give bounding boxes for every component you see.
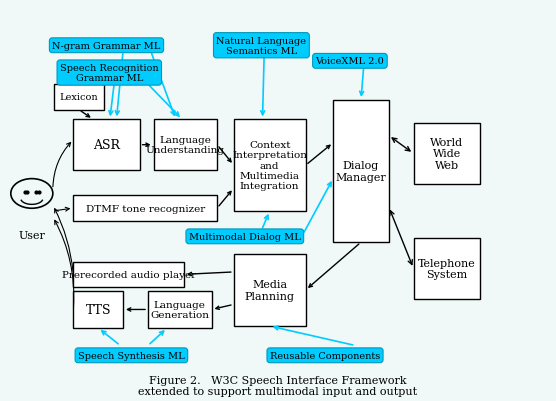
Text: Multimodal Dialog ML: Multimodal Dialog ML <box>189 232 301 241</box>
Text: N-gram Grammar ML: N-gram Grammar ML <box>52 42 161 51</box>
Text: DTMF tone recognizer: DTMF tone recognizer <box>86 204 205 213</box>
FancyBboxPatch shape <box>414 239 480 299</box>
Text: Lexicon: Lexicon <box>59 93 98 102</box>
FancyBboxPatch shape <box>234 254 306 326</box>
Text: VoiceXML 2.0: VoiceXML 2.0 <box>316 57 384 66</box>
Text: Dialog
Manager: Dialog Manager <box>336 161 386 182</box>
Text: Language
Generation: Language Generation <box>150 300 209 319</box>
Text: User: User <box>18 231 45 241</box>
Text: ASR: ASR <box>93 139 120 152</box>
Text: Speech Recognition
Grammar ML: Speech Recognition Grammar ML <box>60 64 158 83</box>
FancyBboxPatch shape <box>73 196 217 221</box>
FancyBboxPatch shape <box>54 85 104 110</box>
FancyBboxPatch shape <box>334 101 389 243</box>
FancyBboxPatch shape <box>148 291 212 328</box>
Text: Reusable Components: Reusable Components <box>270 351 380 360</box>
Text: Media
Planning: Media Planning <box>245 279 295 301</box>
FancyBboxPatch shape <box>234 120 306 211</box>
Text: TTS: TTS <box>86 303 111 316</box>
FancyBboxPatch shape <box>73 262 184 288</box>
FancyBboxPatch shape <box>414 124 480 184</box>
Text: Figure 2.   W3C Speech Interface Framework
extended to support multimodal input : Figure 2. W3C Speech Interface Framework… <box>138 375 418 397</box>
FancyBboxPatch shape <box>153 120 217 170</box>
Text: Speech Synthesis ML: Speech Synthesis ML <box>78 351 185 360</box>
Text: Prerecorded audio player: Prerecorded audio player <box>62 270 196 279</box>
Text: Context
Interpretation
and
Multimedia
Integration: Context Interpretation and Multimedia In… <box>232 140 307 191</box>
Text: Telephone
System: Telephone System <box>418 258 475 279</box>
Text: Natural Language
Semantics ML: Natural Language Semantics ML <box>216 36 306 56</box>
Text: World
Wide
Web: World Wide Web <box>430 138 463 171</box>
Text: Language
Understanding: Language Understanding <box>146 136 225 155</box>
FancyBboxPatch shape <box>73 120 140 170</box>
FancyBboxPatch shape <box>73 291 123 328</box>
